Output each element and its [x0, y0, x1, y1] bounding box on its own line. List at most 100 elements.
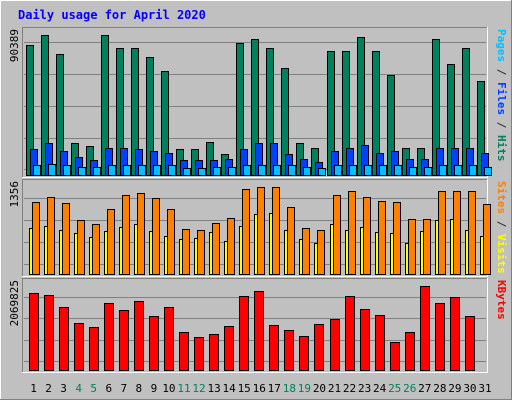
bar-kbytes-day-28	[435, 303, 445, 371]
x-tick-label-25: 25	[388, 382, 401, 395]
bar-pages-day-25	[394, 165, 402, 176]
x-tick-label-7: 7	[120, 382, 127, 395]
bar-sites-day-16	[257, 187, 265, 275]
x-tick-label-10: 10	[162, 382, 175, 395]
bar-kbytes-day-12	[194, 337, 204, 371]
bar-kbytes-day-19	[299, 336, 309, 371]
bar-sites-day-7	[122, 195, 130, 275]
bar-pages-day-1	[33, 165, 41, 176]
bar-pages-day-26	[409, 167, 417, 176]
x-tick-label-24: 24	[373, 382, 387, 395]
bar-kbytes-day-16	[254, 291, 264, 371]
series-label-part: Visits	[495, 234, 508, 274]
bar-pages-day-21	[334, 165, 342, 176]
bar-kbytes-day-13	[209, 334, 219, 371]
bar-kbytes-day-25	[390, 342, 400, 371]
bar-sites-day-29	[453, 191, 461, 275]
bar-sites-day-27	[423, 219, 431, 275]
bar-pages-day-19	[303, 167, 311, 176]
bar-pages-day-31	[484, 167, 492, 176]
bar-sites-day-22	[348, 191, 356, 275]
bar-sites-day-15	[242, 189, 250, 275]
x-tick-label-4: 4	[75, 382, 82, 395]
x-tick-label-27: 27	[418, 382, 431, 395]
bar-sites-day-24	[378, 201, 386, 275]
bar-kbytes-day-18	[284, 330, 294, 371]
x-tick-label-17: 17	[268, 382, 281, 395]
bar-pages-day-22	[349, 165, 357, 176]
bar-pages-day-13	[213, 167, 221, 176]
x-tick-label-21: 21	[328, 382, 341, 395]
series-label-part: Hits	[495, 135, 508, 162]
bar-sites-day-19	[302, 228, 310, 275]
bar-kbytes-day-8	[134, 301, 144, 371]
x-tick-label-8: 8	[136, 382, 143, 395]
panels: 90389 Pages / Files / Hits 1356 Sites / Vis…	[8, 27, 508, 373]
bar-pages-day-24	[379, 165, 387, 176]
bar-pages-day-17	[273, 165, 281, 176]
bar-sites-day-25	[393, 202, 401, 275]
x-tick-label-15: 15	[238, 382, 251, 395]
bar-sites-day-2	[47, 197, 55, 275]
bar-pages-day-5	[93, 167, 101, 176]
bar-pages-day-4	[78, 167, 86, 176]
series-label-part: /	[495, 214, 508, 234]
bar-sites-day-30	[468, 191, 476, 275]
x-tick-labels: 1 2 3 4 5 6 7 8 9 10 11 12 13 14 15 16 17 18 19 20 21 22 23 24 2…	[30, 382, 491, 395]
x-tick-label-19: 19	[298, 382, 311, 395]
x-tick-label-16: 16	[253, 382, 266, 395]
series-label-visits: Sites / Visits	[495, 181, 508, 274]
x-tick-label-18: 18	[283, 382, 296, 395]
bar-sites-day-3	[62, 203, 70, 275]
bar-kbytes-day-10	[164, 307, 174, 371]
chart-title: Daily usage for April 2020	[18, 8, 206, 22]
panel-kbytes: 2069825 KBytes	[8, 278, 508, 373]
bar-kbytes-day-1	[29, 293, 39, 371]
bar-kbytes-day-26	[405, 332, 415, 371]
x-tick-label-30: 30	[463, 382, 476, 395]
bar-pages-day-16	[258, 165, 266, 176]
bar-sites-day-28	[438, 191, 446, 275]
y-max-label-visits: 1356	[8, 181, 21, 208]
bar-sites-day-26	[408, 219, 416, 275]
panel-visits: 1356 Sites / Visits	[8, 179, 508, 277]
bar-sites-day-5	[92, 224, 100, 275]
bar-pages-day-11	[183, 168, 191, 176]
x-tick-label-3: 3	[60, 382, 67, 395]
bar-kbytes-day-23	[360, 309, 370, 371]
x-tick-label-12: 12	[192, 382, 205, 395]
bar-pages-day-10	[168, 165, 176, 176]
bar-pages-day-20	[318, 168, 326, 176]
bar-sites-day-9	[152, 198, 160, 275]
bar-pages-day-27	[424, 167, 432, 176]
bar-sites-day-21	[333, 195, 341, 275]
x-tick-label-31: 31	[478, 382, 491, 395]
bar-pages-day-8	[138, 165, 146, 176]
bar-sites-day-17	[272, 187, 280, 275]
bar-pages-day-3	[63, 165, 71, 176]
bar-kbytes-day-21	[330, 319, 340, 371]
bar-pages-day-6	[108, 165, 116, 176]
bar-sites-day-14	[227, 218, 235, 275]
x-tick-label-9: 9	[151, 382, 158, 395]
x-tick-label-6: 6	[105, 382, 112, 395]
series-label-part: Pages	[495, 29, 508, 62]
bar-pages-day-28	[439, 165, 447, 176]
bar-pages-day-18	[288, 165, 296, 176]
series-label-part: KBytes	[495, 280, 508, 320]
bar-sites-day-6	[107, 209, 115, 275]
bar-kbytes-day-6	[104, 303, 114, 371]
x-tick-label-5: 5	[90, 382, 97, 395]
bar-pages-day-30	[469, 165, 477, 176]
bar-pages-day-7	[123, 165, 131, 176]
x-tick-label-23: 23	[358, 382, 371, 395]
bar-pages-day-2	[48, 164, 56, 176]
panel-hits: 90389 Pages / Files / Hits	[8, 27, 508, 178]
bar-kbytes-day-17	[269, 325, 279, 371]
x-tick-label-13: 13	[207, 382, 220, 395]
x-tick-label-11: 11	[177, 382, 190, 395]
series-label-part: Sites	[495, 181, 508, 214]
x-tick-label-26: 26	[403, 382, 416, 395]
x-tick-label-20: 20	[313, 382, 326, 395]
